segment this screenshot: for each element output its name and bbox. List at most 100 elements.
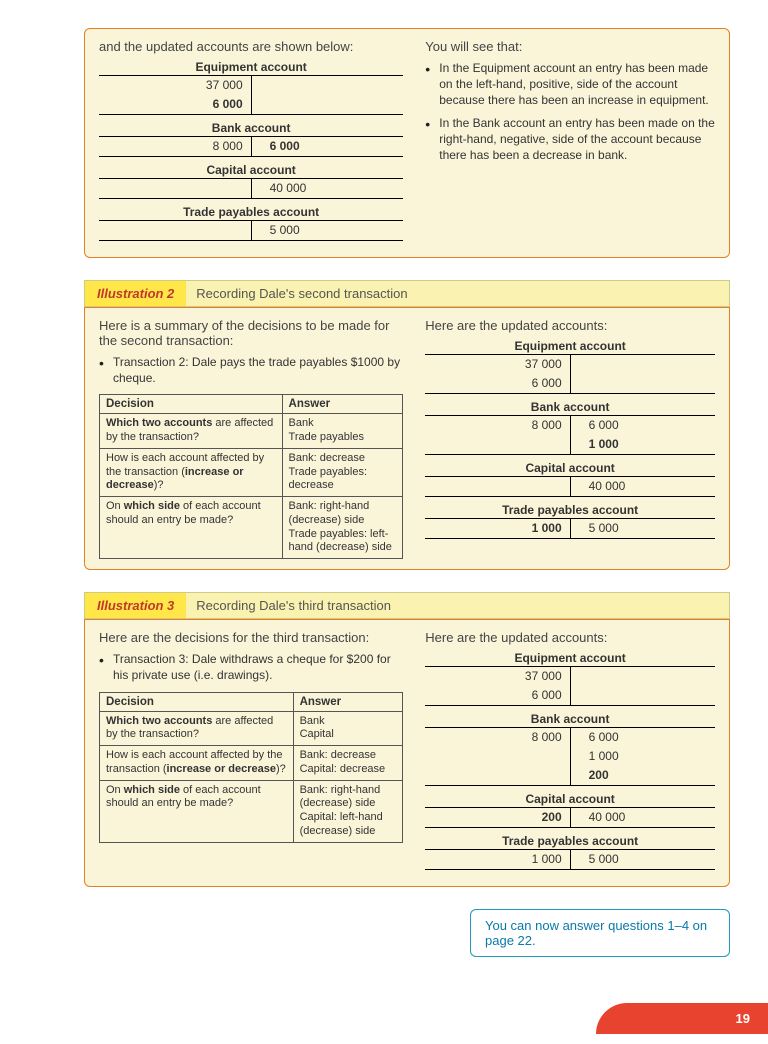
illustration-2: Illustration 2 Recording Dale's second t…: [84, 280, 730, 570]
il3-left-intro: Here are the decisions for the third tra…: [99, 630, 403, 645]
t-left-entry: [99, 179, 251, 198]
answer-cell: BankTrade payables: [282, 414, 403, 449]
t-account: Bank account8 0006 0001 000200: [425, 712, 715, 786]
t-right-entry: [571, 686, 715, 705]
bullet-item: In the Equipment account an entry has be…: [425, 60, 715, 109]
t-account: Equipment account37 0006 000: [99, 60, 403, 115]
t-account: Equipment account37 0006 000: [425, 651, 715, 706]
answer-cell: BankCapital: [293, 711, 403, 746]
t-account: Capital account40 000: [425, 461, 715, 497]
answer-cell: Bank: right-hand (decrease) sideTrade pa…: [282, 497, 403, 559]
t-right-entry: [252, 76, 404, 95]
top-box: and the updated accounts are shown below…: [84, 28, 730, 258]
il2-right-intro: Here are the updated accounts:: [425, 318, 715, 333]
answer-cell: Bank: decreaseTrade payables: decrease: [282, 448, 403, 496]
answer-cell: Bank: right-hand (decrease) sideCapital:…: [293, 780, 403, 842]
t-right-entry: 5 000: [252, 221, 404, 240]
t-right-entry: 6 000: [252, 137, 404, 156]
t-account-title: Bank account: [425, 400, 715, 415]
il3-right-intro: Here are the updated accounts:: [425, 630, 715, 645]
th-decision: Decision: [100, 395, 283, 414]
t-right-entry: [571, 374, 715, 393]
il3-title: Recording Dale's third transaction: [186, 592, 730, 619]
t-right-entry: 40 000: [571, 477, 715, 496]
t-left-entry: 1 000: [425, 850, 569, 869]
t-left-entry: 6 000: [425, 374, 569, 393]
t-account-title: Bank account: [99, 121, 403, 136]
t-account: Trade payables account5 000: [99, 205, 403, 241]
t-right-entry: 1 000: [571, 435, 715, 454]
t-left-entry: [99, 221, 251, 240]
t-right-entry: [571, 355, 715, 374]
t-account: Capital account40 000: [99, 163, 403, 199]
il3-accounts: Equipment account37 0006 000Bank account…: [425, 651, 715, 870]
t-left-entry: [425, 435, 569, 454]
illustration-3: Illustration 3 Recording Dale's third tr…: [84, 592, 730, 887]
box1-accounts: Equipment account37 0006 000Bank account…: [99, 60, 403, 241]
t-account-title: Bank account: [425, 712, 715, 727]
th-answer: Answer: [282, 395, 403, 414]
t-account-title: Trade payables account: [425, 503, 715, 518]
box1-right-intro: You will see that:: [425, 39, 715, 54]
t-right-entry: 40 000: [571, 808, 715, 827]
t-right-entry: [252, 95, 404, 114]
box1-left-intro: and the updated accounts are shown below…: [99, 39, 403, 54]
answer-note: You can now answer questions 1–4 on page…: [470, 909, 730, 957]
t-right-entry: 1 000: [571, 747, 715, 766]
t-right-entry: 5 000: [571, 519, 715, 538]
t-account: Bank account8 0006 0001 000: [425, 400, 715, 455]
t-right-entry: 40 000: [252, 179, 404, 198]
t-account: Capital account20040 000: [425, 792, 715, 828]
t-left-entry: 8 000: [99, 137, 251, 156]
il3-bullet: Transaction 3: Dale withdraws a cheque f…: [99, 651, 403, 683]
t-left-entry: [425, 477, 569, 496]
t-account: Bank account8 0006 000: [99, 121, 403, 157]
decision-cell: Which two accounts are affected by the t…: [100, 414, 283, 449]
t-left-entry: 6 000: [99, 95, 251, 114]
t-left-entry: 37 000: [425, 355, 569, 374]
il2-bullet: Transaction 2: Dale pays the trade payab…: [99, 354, 403, 386]
t-left-entry: 1 000: [425, 519, 569, 538]
t-right-entry: 6 000: [571, 728, 715, 747]
bullet-item: In the Bank account an entry has been ma…: [425, 115, 715, 164]
il3-decision-table: DecisionAnswer Which two accounts are af…: [99, 692, 403, 843]
t-account: Trade payables account1 0005 000: [425, 834, 715, 870]
t-account: Trade payables account1 0005 000: [425, 503, 715, 539]
il2-accounts: Equipment account37 0006 000Bank account…: [425, 339, 715, 539]
th-answer: Answer: [293, 692, 403, 711]
il2-left-intro: Here is a summary of the decisions to be…: [99, 318, 403, 348]
t-left-entry: [425, 747, 569, 766]
t-account-title: Capital account: [425, 792, 715, 807]
t-right-entry: 5 000: [571, 850, 715, 869]
t-account-title: Capital account: [425, 461, 715, 476]
t-account-title: Equipment account: [425, 339, 715, 354]
t-account-title: Capital account: [99, 163, 403, 178]
t-account-title: Equipment account: [99, 60, 403, 75]
t-account-title: Trade payables account: [425, 834, 715, 849]
page-number: 19: [596, 1003, 768, 1034]
t-left-entry: 6 000: [425, 686, 569, 705]
t-right-entry: 6 000: [571, 416, 715, 435]
decision-cell: On which side of each account should an …: [100, 497, 283, 559]
t-left-entry: [425, 766, 569, 785]
il2-decision-table: DecisionAnswer Which two accounts are af…: [99, 394, 403, 559]
il3-tag: Illustration 3: [84, 592, 186, 619]
t-account-title: Equipment account: [425, 651, 715, 666]
t-left-entry: 200: [425, 808, 569, 827]
decision-cell: On which side of each account should an …: [100, 780, 294, 842]
t-left-entry: 37 000: [425, 667, 569, 686]
t-right-entry: [571, 667, 715, 686]
decision-cell: Which two accounts are affected by the t…: [100, 711, 294, 746]
t-right-entry: 200: [571, 766, 715, 785]
t-account: Equipment account37 0006 000: [425, 339, 715, 394]
box1-bullets: In the Equipment account an entry has be…: [425, 60, 715, 163]
t-left-entry: 37 000: [99, 76, 251, 95]
t-account-title: Trade payables account: [99, 205, 403, 220]
t-left-entry: 8 000: [425, 728, 569, 747]
decision-cell: How is each account affected by the tran…: [100, 448, 283, 496]
th-decision: Decision: [100, 692, 294, 711]
answer-cell: Bank: decreaseCapital: decrease: [293, 746, 403, 781]
il2-tag: Illustration 2: [84, 280, 186, 307]
il2-title: Recording Dale's second transaction: [186, 280, 730, 307]
decision-cell: How is each account affected by the tran…: [100, 746, 294, 781]
